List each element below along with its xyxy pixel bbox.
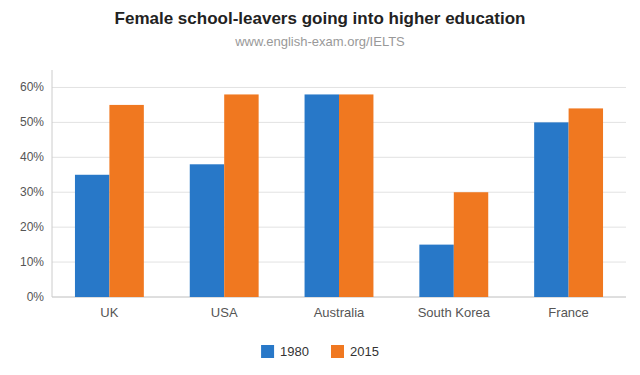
x-tick-label: Australia — [314, 305, 365, 320]
grid — [52, 87, 626, 297]
bar — [569, 108, 603, 297]
y-tick-label: 50% — [20, 115, 44, 129]
title: Female school-leavers going into higher … — [115, 9, 526, 28]
grid-line — [52, 87, 626, 88]
bar — [190, 164, 224, 297]
bar — [339, 94, 373, 297]
y-tick-label: 10% — [20, 255, 44, 269]
y-tick-label: 0% — [27, 290, 45, 304]
bar — [419, 245, 453, 297]
y-tick-label: 60% — [20, 80, 44, 94]
x-tick-label: USA — [211, 305, 238, 320]
y-tick-label: 30% — [20, 185, 44, 199]
legend-item: 2015 — [331, 344, 379, 359]
chart: Female school-leavers going into higher … — [0, 0, 640, 375]
bar — [75, 175, 109, 297]
legend: 1980 2015 — [261, 344, 379, 359]
bar — [224, 94, 258, 297]
x-tick-label: France — [548, 305, 588, 320]
bar — [534, 122, 568, 297]
bar — [454, 192, 488, 297]
subtitle: www.english-exam.org/IELTS — [234, 34, 405, 49]
y-tick-label: 40% — [20, 150, 44, 164]
y-tick-label: 20% — [20, 220, 44, 234]
x-tick-label: South Korea — [418, 305, 491, 320]
legend-item: 1980 — [261, 344, 309, 359]
legend-swatch — [261, 345, 274, 358]
bar — [305, 94, 339, 297]
legend-label: 1980 — [280, 344, 309, 359]
bar — [109, 105, 143, 297]
bars — [75, 94, 603, 297]
y-axis-line — [52, 70, 53, 297]
legend-swatch — [331, 345, 344, 358]
x-tick-label: UK — [100, 305, 118, 320]
legend-label: 2015 — [350, 344, 379, 359]
